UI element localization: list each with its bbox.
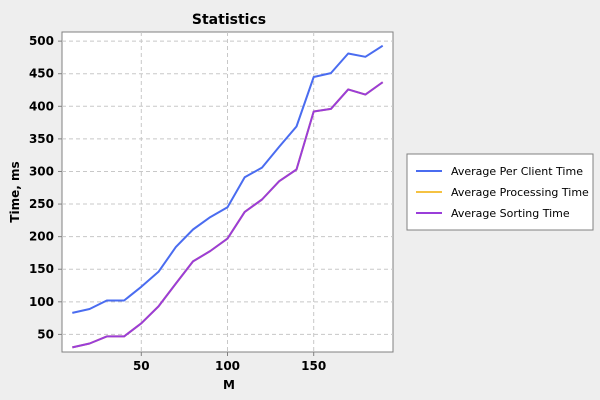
series-line-0 [72, 44, 384, 314]
x-axis-label: M [223, 378, 235, 392]
series-line-2 [72, 81, 384, 349]
y-tick-label-8: 450 [29, 67, 54, 81]
plot-area [61, 31, 394, 353]
legend-label-0: Average Per Client Time [451, 165, 583, 178]
legend: Average Per Client Time Average Processin… [406, 153, 594, 231]
y-tick-label-5: 300 [29, 164, 54, 178]
y-tick-label-4: 250 [29, 197, 54, 211]
chart-title: Statistics [192, 12, 266, 28]
legend-label-2: Average Sorting Time [451, 207, 570, 220]
y-tick-label-1: 100 [29, 295, 54, 309]
grid-lines [62, 32, 393, 352]
y-tick-label-2: 150 [29, 262, 54, 276]
x-tick-labels: 50 100 150 [133, 359, 326, 373]
y-tick-label-0: 50 [37, 327, 54, 341]
y-tick-label-9: 500 [29, 34, 54, 48]
series-lines [72, 44, 384, 349]
x-tick-label-2: 150 [301, 359, 326, 373]
y-axis-label: Time, ms [8, 161, 22, 222]
y-tick-label-7: 400 [29, 99, 54, 113]
x-tick-label-0: 50 [133, 359, 150, 373]
y-tick-label-6: 350 [29, 132, 54, 146]
y-tick-label-3: 200 [29, 230, 54, 244]
x-tick-label-1: 100 [215, 359, 240, 373]
axes [58, 40, 315, 356]
legend-label-1: Average Processing Time [451, 186, 589, 199]
y-tick-labels: 50 100 150 200 250 300 350 400 450 500 [29, 34, 54, 341]
